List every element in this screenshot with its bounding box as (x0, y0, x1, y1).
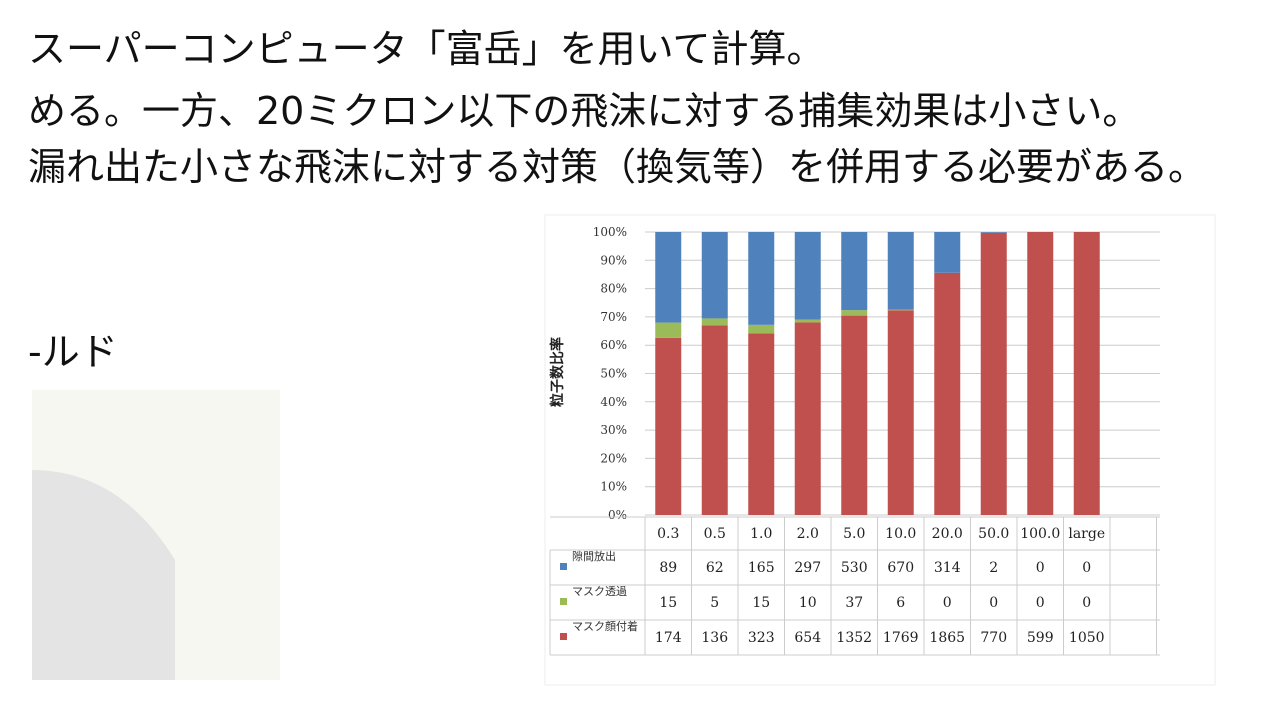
bar-segment (748, 324, 775, 334)
y-tick-label: 0% (608, 508, 627, 522)
table-value: 10 (799, 595, 817, 611)
bar-segment (748, 232, 775, 325)
table-value: 1050 (1069, 630, 1105, 646)
bar-segment (794, 319, 821, 323)
table-value: 0 (1082, 560, 1091, 576)
table-value: 530 (841, 560, 868, 576)
x-tick-label: 2.0 (797, 526, 819, 542)
bar-segment (934, 232, 961, 273)
bar-segment (794, 322, 821, 515)
x-tick-label: 20.0 (932, 526, 963, 542)
bar-segment (887, 310, 914, 515)
table-value: 89 (659, 560, 677, 576)
y-tick-label: 60% (600, 338, 627, 352)
table-value: 5 (710, 595, 719, 611)
legend-label: マスク透過 (572, 585, 627, 598)
table-value: 15 (659, 595, 677, 611)
bar-segment (1073, 232, 1100, 515)
table-value: 314 (934, 560, 961, 576)
y-tick-label: 50% (600, 367, 627, 381)
y-tick-label: 70% (600, 310, 627, 324)
table-value: 15 (752, 595, 770, 611)
table-value: 323 (748, 630, 775, 646)
x-tick-label: 5.0 (843, 526, 865, 542)
table-value: 1352 (836, 630, 872, 646)
table-value: 174 (655, 630, 682, 646)
y-tick-label: 20% (600, 451, 627, 465)
table-value: 770 (980, 630, 1007, 646)
table-value: 2 (989, 560, 998, 576)
bar-segment (841, 310, 868, 316)
bar-segment (701, 325, 728, 515)
y-tick-label: 30% (600, 423, 627, 437)
y-tick-label: 90% (600, 253, 627, 267)
table-value: 0 (1036, 595, 1045, 611)
table-value: 297 (794, 560, 821, 576)
table-value: 165 (748, 560, 775, 576)
bar-segment (887, 309, 914, 311)
table-value: 1769 (883, 630, 919, 646)
legend-swatch (560, 563, 567, 570)
bar-segment (655, 232, 682, 323)
legend-swatch (560, 633, 567, 640)
x-tick-label: 50.0 (978, 526, 1009, 542)
side-label: -ルド (28, 330, 118, 374)
bar-segment (980, 232, 1007, 515)
legend-label: 隙間放出 (572, 549, 616, 563)
x-tick-label: 0.5 (704, 526, 726, 542)
y-tick-label: 40% (600, 395, 627, 409)
heading-line: める。一方、20ミクロン以下の飛沫に対する捕集効果は小さい。 (28, 89, 1140, 133)
bar-segment (655, 337, 682, 515)
table-value: 0 (943, 595, 952, 611)
table-value: 1865 (929, 630, 965, 646)
y-tick-label: 100% (593, 225, 627, 239)
table-value: 670 (887, 560, 914, 576)
x-tick-label: 1.0 (750, 526, 772, 542)
y-tick-label: 10% (600, 480, 627, 494)
table-value: 136 (701, 630, 728, 646)
bar-segment (887, 232, 914, 310)
heading-line: 漏れ出た小さな飛沫に対する対策（換気等）を併用する必要がある。 (28, 145, 1206, 189)
x-tick-label: 10.0 (885, 526, 916, 542)
table-value: 0 (1036, 560, 1045, 576)
bar-segment (841, 232, 868, 311)
bar-segment (701, 232, 728, 319)
y-axis-title: 粒子数比率 (549, 337, 566, 407)
x-tick-label: large (1068, 526, 1105, 542)
legend-label: マスク顔付着 (572, 619, 638, 633)
photo-shape (32, 470, 175, 680)
bar-segment (934, 272, 961, 515)
legend-swatch (560, 598, 567, 605)
x-tick-label: 0.3 (657, 526, 679, 542)
bar-segment (841, 315, 868, 515)
x-tick-label: 100.0 (1020, 526, 1060, 542)
table-value: 0 (1082, 595, 1091, 611)
y-tick-label: 80% (600, 282, 627, 296)
table-value: 37 (845, 595, 863, 611)
bar-segment (980, 232, 1007, 233)
table-value: 0 (989, 595, 998, 611)
bar-segment (748, 333, 775, 515)
table-value: 62 (706, 560, 724, 576)
table-value: 6 (896, 595, 905, 611)
table-value: 654 (794, 630, 821, 646)
bar-segment (794, 232, 821, 320)
bar-segment (1027, 232, 1054, 515)
table-value: 599 (1027, 630, 1054, 646)
heading-line: スーパーコンピュータ「富岳」を用いて計算。 (28, 27, 824, 71)
bar-segment (655, 322, 682, 338)
bar-segment (701, 318, 728, 326)
